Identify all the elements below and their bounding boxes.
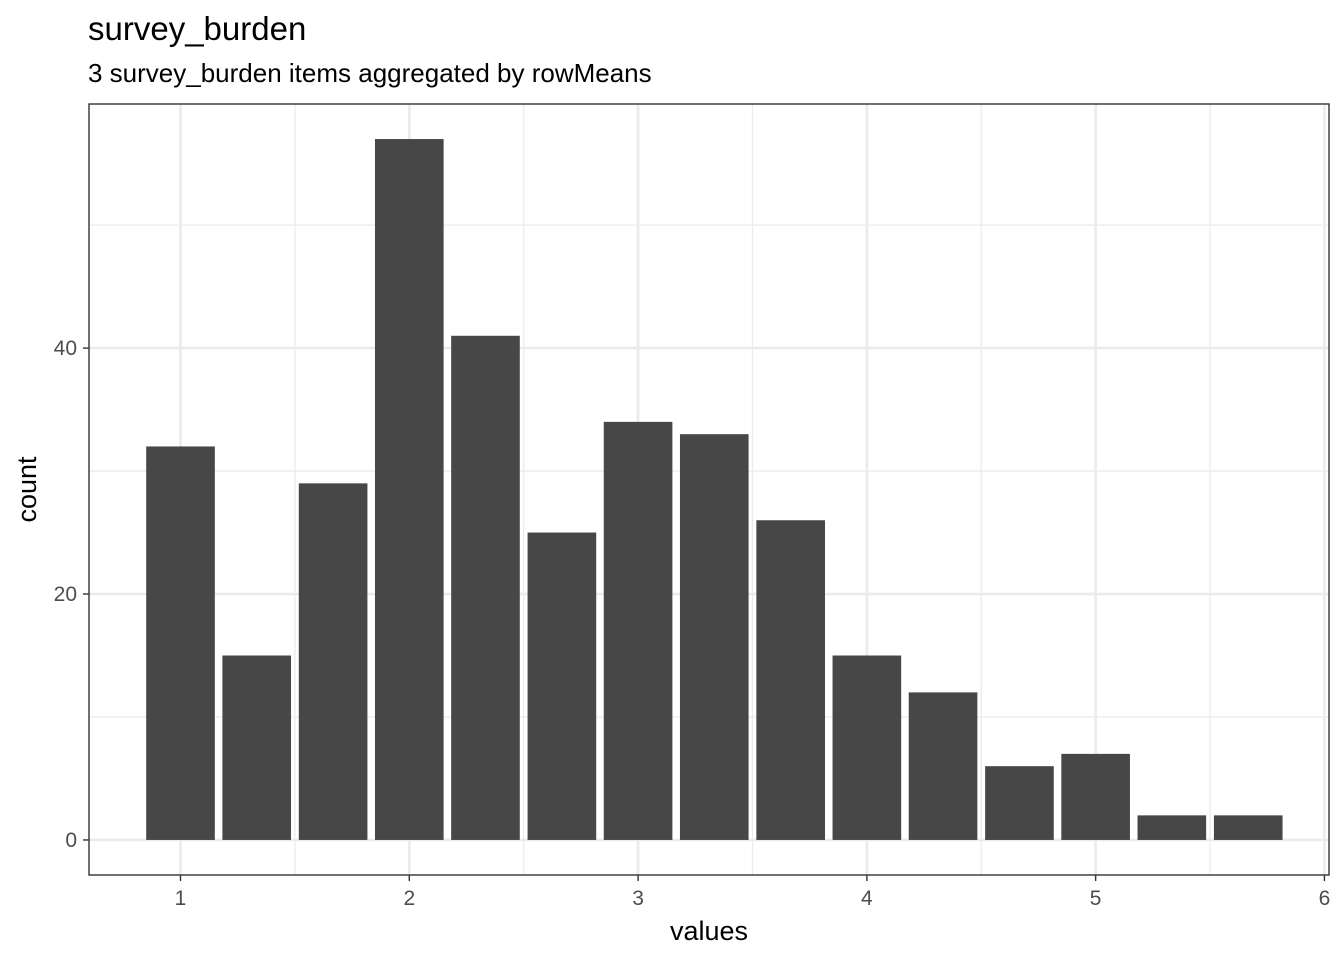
histogram-bar [298,483,368,840]
histogram-bar [985,766,1054,840]
histogram-bar [1137,815,1207,840]
histogram-bar [679,434,749,840]
plot-panel [88,103,1330,876]
chart-title: survey_burden [88,10,306,47]
panel-border [88,103,1330,876]
x-tick-label: 1 [175,887,187,910]
x-tick-label: 5 [1090,887,1102,910]
y-axis-title: count [12,456,42,523]
histogram-bar [146,446,215,840]
x-tick-label: 6 [1319,887,1331,910]
histogram-bar [908,692,978,840]
y-tick-label: 20 [54,583,77,606]
x-tick-label: 2 [403,887,415,910]
histogram-bar [756,520,825,840]
chart-subtitle: 3 survey_burden items aggregated by rowM… [88,58,652,88]
histogram-bar [1061,753,1130,840]
histogram-bar [1213,815,1283,840]
x-tick-label: 3 [632,887,644,910]
histogram-bar [603,421,673,840]
histogram-bar [527,532,597,840]
y-tick-label: 40 [54,337,77,360]
histogram-bar [374,139,444,840]
x-axis-title: values [670,916,748,946]
y-axis: 0 20 40 [54,337,89,852]
x-axis: 1 2 3 4 5 6 [175,875,1331,910]
x-tick-label: 4 [861,887,873,910]
histogram-bar [451,335,520,840]
bars [146,139,1283,840]
histogram-bar [222,655,292,840]
histogram-bar [832,655,902,840]
y-tick-label: 0 [65,829,77,852]
